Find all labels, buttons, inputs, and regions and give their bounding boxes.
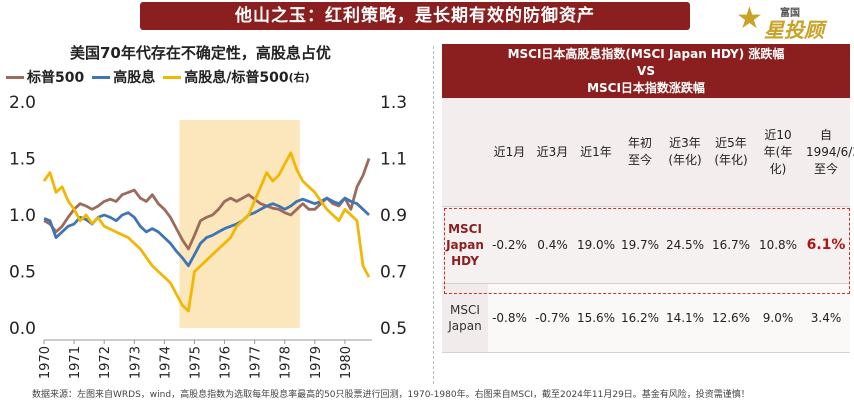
column-header: 近1年	[574, 98, 618, 207]
table-cell: 19.0%	[574, 206, 618, 284]
table-cell: 12.6%	[708, 283, 754, 353]
column-header: 年初至今	[618, 98, 662, 207]
star-icon: ★	[736, 1, 763, 36]
table-row: MSCI Japan HDY -0.2% 0.4% 19.0% 19.7% 24…	[442, 206, 850, 284]
table-cell: 19.7%	[618, 206, 662, 284]
y-tick-left: 1.0	[9, 206, 36, 226]
table-cell: -0.7%	[531, 283, 574, 353]
table-cell: 15.6%	[574, 283, 618, 353]
x-tick-label: 1970	[38, 346, 53, 379]
legend-swatch	[92, 75, 111, 79]
y-tick-left: 0.5	[9, 263, 36, 283]
table-cell: -0.8%	[488, 283, 531, 353]
table-cell: 16.2%	[618, 283, 662, 353]
table-header: MSCI日本高股息指数(MSCI Japan HDY) 涨跌幅 VS MSCI日…	[442, 44, 850, 98]
y-tick-right: 1.1	[380, 150, 407, 170]
legend-label: 高股息	[113, 70, 156, 86]
footer-note: 数据来源：左图来自WRDS，wind，高股息指数为选取每年股息率最高的50只股票…	[32, 390, 750, 400]
logo-small-text: 富国	[780, 8, 800, 19]
table-cell: 3.4%	[802, 283, 850, 353]
y-tick-right: 0.5	[380, 319, 407, 339]
row-label-text: MSCI Japan HDY	[446, 222, 484, 268]
column-header-text: 年初至今	[627, 136, 652, 167]
column-header: 近10年(年化)	[754, 98, 802, 207]
x-tick-label: 1980	[339, 346, 354, 379]
logo-big-text: 星投顾	[764, 18, 824, 42]
x-tick-label: 1974	[158, 346, 173, 379]
table-cell: -0.2%	[488, 206, 531, 284]
table-cell: 0.4%	[531, 206, 574, 284]
table-row: MSCI Japan -0.8% -0.7% 15.6% 16.2% 14.1%…	[442, 283, 850, 353]
table-cell: 14.1%	[662, 283, 708, 353]
page-banner: 他山之玉：红利策略，是长期有效的防御资产	[140, 2, 690, 30]
line-chart: 0.0 0.5 1.0 1.5 2.0 0.5 0.7 0.9 1.1 1.3 1970 1971 19…	[9, 93, 407, 379]
x-tick-label: 1971	[68, 346, 83, 379]
chart-title: 美国70年代存在不确定性，高股息占优	[70, 44, 331, 62]
column-header-text: 近3年(年化)	[668, 136, 702, 167]
column-header-text: 自1994/6/30至今	[806, 127, 854, 176]
brand-logo: ★ 富国 星投顾	[736, 1, 848, 43]
column-header-text: 近10年(年化)	[763, 127, 793, 176]
row-label-text: MSCI Japan	[448, 303, 482, 333]
y-tick-right: 0.9	[380, 206, 407, 226]
column-header-text: 近5年(年化)	[714, 136, 748, 167]
column-header: 近1月	[488, 98, 531, 207]
y-tick-right: 0.7	[380, 263, 407, 283]
legend-unit: (右)	[288, 71, 310, 84]
legend-label: 高股息/标普500	[184, 70, 289, 86]
x-tick-label: 1976	[219, 346, 234, 379]
table-cell: 24.5%	[662, 206, 708, 284]
legend-swatch	[6, 75, 24, 79]
table-cell: 10.8%	[754, 206, 802, 284]
table-cell: 16.7%	[708, 206, 754, 284]
column-header: 近3年(年化)	[662, 98, 708, 207]
x-tick-label: 1973	[128, 346, 143, 379]
column-header: 近5年(年化)	[708, 98, 754, 207]
table-cell: 9.0%	[754, 283, 802, 353]
table-cell-highlight: 6.1%	[802, 206, 850, 284]
corner-cell	[442, 98, 488, 207]
legend-item-high-dividend: 高股息	[92, 67, 155, 87]
series-line-3	[42, 151, 371, 313]
y-tick-right: 1.3	[380, 93, 407, 113]
section-divider	[433, 46, 434, 384]
table-header-row: 近1月 近3月 近1年 年初至今 近3年(年化) 近5年(年化) 近10年(年化…	[442, 98, 854, 207]
table-header-line: MSCI日本指数涨跌幅	[587, 81, 705, 95]
x-tick-label: 1972	[98, 346, 113, 379]
x-tick-label: 1978	[279, 346, 294, 379]
legend-item-sp500: 标普500	[6, 67, 84, 87]
table-header-line: VS	[637, 64, 655, 78]
legend-label: 标普500	[27, 70, 85, 86]
x-tick-label: 1979	[309, 346, 324, 379]
performance-table: 近1月 近3月 近1年 年初至今 近3年(年化) 近5年(年化) 近10年(年化…	[442, 98, 854, 353]
column-header: 近3月	[531, 98, 574, 207]
y-tick-left: 2.0	[9, 93, 36, 113]
column-header: 自1994/6/30至今	[802, 98, 854, 207]
row-label: MSCI Japan HDY	[442, 206, 488, 284]
series-line-1	[43, 158, 371, 251]
row-label: MSCI Japan	[442, 283, 488, 353]
y-tick-left: 1.5	[9, 150, 36, 170]
y-tick-left: 0.0	[9, 319, 36, 339]
x-tick-label: 1975	[188, 346, 203, 379]
legend-swatch	[163, 75, 182, 79]
x-tick-label: 1977	[249, 346, 264, 379]
legend-item-ratio: 高股息/标普500 (右)	[163, 67, 310, 87]
chart-legend: 标普500 高股息 高股息/标普500 (右)	[6, 67, 318, 87]
table-header-line: MSCI日本高股息指数(MSCI Japan HDY) 涨跌幅	[507, 47, 785, 61]
